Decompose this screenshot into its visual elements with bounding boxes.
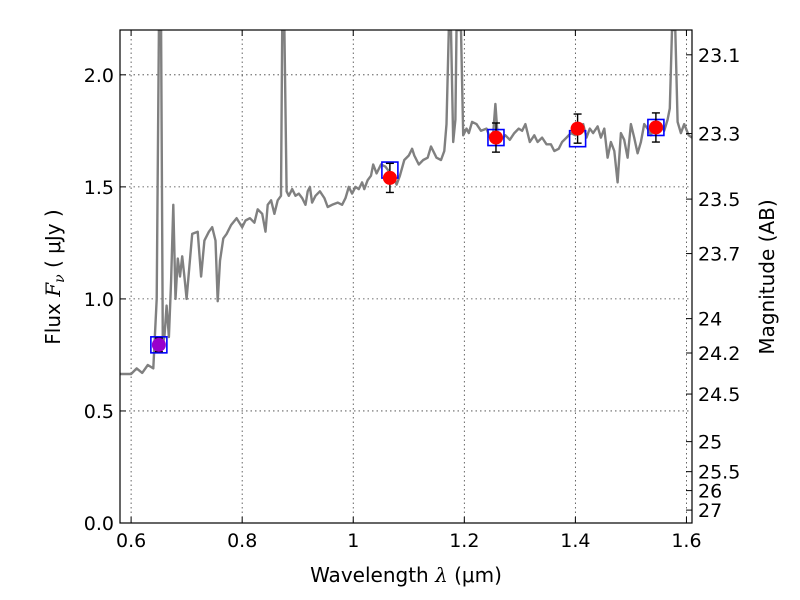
y2-tick-label: 23.3 xyxy=(698,124,740,146)
y-tick-label: 1.0 xyxy=(84,289,114,311)
x-axis-title: Wavelength λ (μm) xyxy=(310,563,502,587)
x-tick-label: 1 xyxy=(347,530,359,552)
model-photometry-square xyxy=(150,336,168,354)
observed-photometry-point xyxy=(151,337,166,352)
y-axis-title: Flux Fν ( μJy ) xyxy=(41,209,68,344)
x-tick-label: 1.2 xyxy=(449,530,479,552)
y2-tick-label: 27 xyxy=(698,500,722,522)
y2-tick-label: 26 xyxy=(698,481,722,503)
model-spectrum-line xyxy=(120,30,692,376)
y-tick-label: 0.0 xyxy=(84,513,114,535)
y2-axis-title: Magnitude (AB) xyxy=(755,199,779,354)
y-tick-label: 0.5 xyxy=(84,401,114,423)
x-tick-label: 0.8 xyxy=(227,530,257,552)
plot-frame xyxy=(119,29,693,524)
y2-tick-label: 23.7 xyxy=(698,244,740,266)
observed-photometry-point xyxy=(382,170,397,185)
y2-tick-label: 24.2 xyxy=(698,343,740,365)
observed-photometry-point xyxy=(488,130,503,145)
observed-photometry-point xyxy=(570,121,585,136)
y2-tick-label: 23.1 xyxy=(698,45,740,67)
grid xyxy=(120,30,692,523)
y2-tick-label: 25.5 xyxy=(698,462,740,484)
x-tick-label: 1.4 xyxy=(560,530,590,552)
y-tick-label: 1.5 xyxy=(84,177,114,199)
y2-tick-label: 24.5 xyxy=(698,384,740,406)
y2-tick-label: 24 xyxy=(698,309,722,331)
axis-ticks: 0.6 0.8 1 1.2 1.4 1.6 0.0 0.5 1.0 1.5 2.0 23.1 23.3 2… xyxy=(84,30,740,552)
x-tick-label: 0.6 xyxy=(116,530,146,552)
y-tick-label: 2.0 xyxy=(84,65,114,87)
x-tick-label: 1.6 xyxy=(671,530,701,552)
y2-tick-label: 23.5 xyxy=(698,189,740,211)
plot-area xyxy=(120,30,692,376)
observed-photometry-point xyxy=(648,120,663,135)
y2-tick-label: 25 xyxy=(698,432,722,454)
